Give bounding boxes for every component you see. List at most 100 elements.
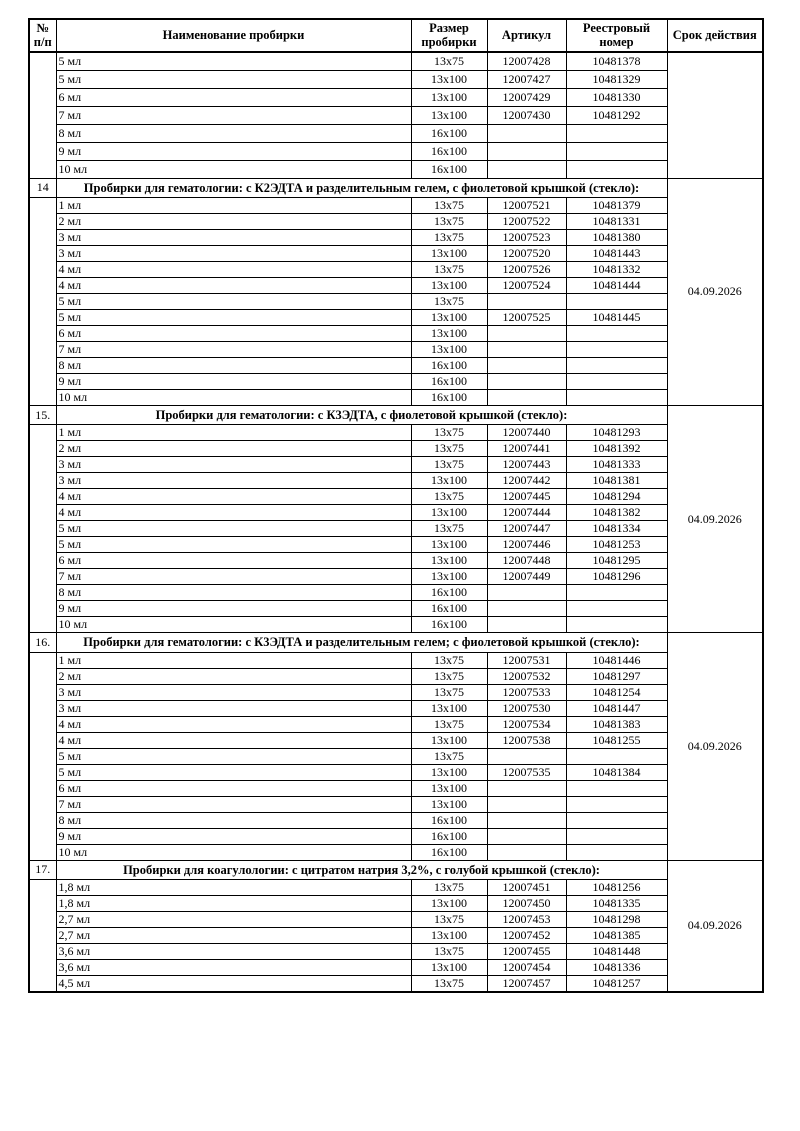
tube-name-cell: 2,7 мл: [55, 926, 412, 944]
tube-size-cell: 13x75: [410, 667, 488, 685]
article-cell: 12007442: [486, 472, 567, 490]
tube-size-cell: 16x100: [410, 827, 488, 845]
article-cell: 12007530: [486, 699, 567, 717]
tube-name-cell: 4 мл: [55, 715, 412, 733]
tube-name-cell: 10 мл: [55, 616, 412, 634]
tube-name-cell: 5 мл: [55, 293, 412, 310]
tube-size-cell: 13x100: [410, 536, 488, 554]
registry-number-cell: 10481329: [565, 69, 668, 89]
validity-cell: 04.09.2026: [666, 404, 764, 634]
article-cell: 12007533: [486, 683, 567, 701]
table-row: 7 мл 13x100: [29, 795, 763, 813]
registry-number-cell: 10481254: [565, 683, 668, 701]
table-row: 1 мл 13x75 12007521 10481379: [28, 197, 763, 406]
table-row: 3 мл 13x100 12007442 10481381: [29, 472, 763, 490]
tube-size-cell: 13x100: [410, 105, 488, 125]
section-header-row: 14 Пробирки для гематологии: с К2ЭДТА и р…: [28, 177, 764, 407]
article-cell: 12007526: [486, 261, 567, 278]
tube-size-cell: 16x100: [410, 843, 488, 861]
article-cell: 12007440: [486, 424, 567, 442]
tube-name-cell: 3 мл: [55, 229, 412, 246]
article-cell: [486, 123, 567, 143]
article-cell: 12007538: [486, 731, 567, 749]
table-row: 4,5 мл 13x75 12007457 10481257: [29, 974, 763, 993]
registry-number-cell: 10481294: [565, 488, 668, 506]
table-row: 3,6 мл 13x100 12007454 10481336: [29, 958, 763, 976]
article-cell: 12007443: [486, 456, 567, 474]
registry-number-cell: 10481446: [565, 651, 668, 669]
article-cell: 12007448: [486, 552, 567, 570]
table-row: 7 мл 13x100 12007430 10481292: [29, 105, 763, 125]
registry-number-cell: [565, 795, 668, 813]
tube-name-cell: 8 мл: [55, 584, 412, 602]
registry-number-cell: [565, 325, 668, 342]
registry-number-cell: [565, 827, 668, 845]
registry-number-cell: [565, 843, 668, 861]
article-cell: 12007523: [486, 229, 567, 246]
article-cell: [486, 747, 567, 765]
table-row: 5 мл 13x100 12007446 10481253: [29, 536, 763, 554]
registry-number-cell: 10481336: [565, 958, 668, 976]
registry-number-cell: [565, 747, 668, 765]
tube-size-cell: 13x100: [410, 731, 488, 749]
tube-name-cell: 4 мл: [55, 277, 412, 294]
tube-name-cell: 2 мл: [55, 440, 412, 458]
tube-size-cell: 13x75: [410, 715, 488, 733]
registry-number-cell: 10481380: [565, 229, 668, 246]
tube-name-cell: 3 мл: [55, 245, 412, 262]
tube-name-cell: 10 мл: [55, 159, 412, 179]
tube-name-cell: 1 мл: [55, 197, 412, 214]
tube-size-cell: 13x100: [410, 472, 488, 490]
article-cell: [486, 357, 567, 374]
registry-number-cell: 10481378: [565, 51, 668, 71]
table-row: 6 мл 13x100 12007448 10481295: [29, 552, 763, 570]
registry-number-cell: [565, 141, 668, 161]
table-row: 2 мл 13x75 12007522 10481331: [29, 213, 763, 230]
table-row: 5 мл 13x75 12007428 10481378: [28, 51, 764, 179]
table-row: 3 мл 13x75 12007523 10481380: [29, 229, 763, 246]
table-row: 5 мл 13x75: [29, 747, 763, 765]
registry-number-cell: 10481332: [565, 261, 668, 278]
table-row: 5 мл 13x75 12007447 10481334: [29, 520, 763, 538]
row-number-span-cell: [28, 651, 57, 861]
table-row: 10 мл 16x100: [29, 159, 763, 179]
tube-name-cell: 6 мл: [55, 325, 412, 342]
table-row: 5 мл 13x100 12007427 10481329: [29, 69, 763, 89]
tube-size-cell: 13x100: [410, 325, 488, 342]
tube-name-cell: 3 мл: [55, 683, 412, 701]
tube-name-cell: 7 мл: [55, 105, 412, 125]
article-cell: 12007520: [486, 245, 567, 262]
table-row: 8 мл 16x100: [29, 357, 763, 374]
article-cell: 12007428: [486, 51, 567, 71]
tube-size-cell: 13x75: [410, 213, 488, 230]
tube-name-cell: 3,6 мл: [55, 942, 412, 960]
registry-number-cell: 10481392: [565, 440, 668, 458]
article-cell: 12007525: [486, 309, 567, 326]
tube-size-cell: 16x100: [410, 584, 488, 602]
registry-number-cell: 10481385: [565, 926, 668, 944]
tube-name-cell: 3 мл: [55, 472, 412, 490]
article-cell: [486, 293, 567, 310]
section-title-cell: Пробирки для гематологии: с К2ЭДТА и раз…: [55, 177, 668, 199]
tube-name-cell: 5 мл: [55, 51, 412, 71]
table-row: 3 мл 13x100 12007520 10481443: [29, 245, 763, 262]
article-cell: [486, 779, 567, 797]
tube-name-cell: 9 мл: [55, 141, 412, 161]
tube-name-cell: 10 мл: [55, 389, 412, 406]
table-row: 8 мл 16x100: [29, 584, 763, 602]
registry-number-cell: 10481447: [565, 699, 668, 717]
tube-size-cell: 13x100: [410, 894, 488, 912]
tube-size-cell: 13x75: [410, 229, 488, 246]
article-cell: 12007524: [486, 277, 567, 294]
table-row: 5 мл 13x100 12007535 10481384: [29, 763, 763, 781]
tube-name-cell: 5 мл: [55, 309, 412, 326]
registry-number-cell: 10481293: [565, 424, 668, 442]
tube-name-cell: 6 мл: [55, 87, 412, 107]
article-cell: 12007449: [486, 568, 567, 586]
article-cell: [486, 795, 567, 813]
registry-number-cell: 10481257: [565, 974, 668, 993]
tube-size-cell: 13x75: [410, 747, 488, 765]
tube-name-cell: 9 мл: [55, 827, 412, 845]
registry-number-cell: [565, 600, 668, 618]
tube-name-cell: 7 мл: [55, 568, 412, 586]
